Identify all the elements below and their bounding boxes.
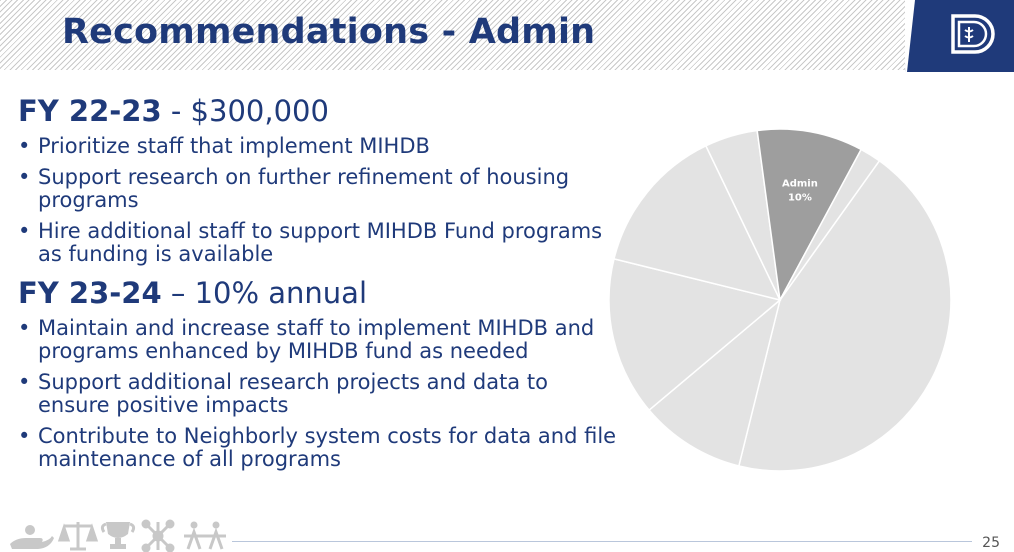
page-number: 25 [982,535,1000,551]
scales-icon [57,522,99,551]
bullet-list-fy-22-23: Prioritize staff that implement MIHDB Su… [18,135,618,266]
title-band [0,0,905,70]
trophy-icon [100,522,136,549]
footer-icons [6,516,236,552]
page-title: Recommendations - Admin [62,12,596,52]
pie-label-admin: Admin [782,179,818,190]
pie-slice-1 [648,297,782,467]
people-icon [184,521,226,550]
bullet-item: Hire additional staff to support MIHDB F… [18,220,618,266]
bullet-item: Prioritize staff that implement MIHDB [18,135,618,159]
pie-chart: Admin 10% [608,128,952,472]
section-heading-fy-22-23: FY 22-23 - $300,000 [18,94,329,128]
bullet-item: Support additional research projects and… [18,371,618,417]
logo [905,0,1014,80]
bullet-item: Contribute to Neighborly system costs fo… [18,425,618,471]
pie-slice-3 [613,144,782,302]
content: FY 22-23 - $300,000 Prioritize staff tha… [18,92,618,479]
bullet-list-fy-23-24: Maintain and increase staff to implement… [18,317,618,471]
network-icon [141,519,175,552]
logo-icon [905,0,1014,78]
pie-label-admin-percent: 10% [788,193,812,204]
pie-slice-admin [756,128,863,303]
footer-divider [232,541,972,542]
hand-icon [10,525,54,549]
bullet-item: Maintain and increase staff to implement… [18,317,618,363]
pie-slice-2 [608,257,782,412]
section-heading-fy-23-24: FY 23-24 – 10% annual [18,276,368,310]
bullet-item: Support research on further refinement o… [18,166,618,212]
pie-slice-6 [779,148,881,301]
pie-slice-0 [737,159,952,472]
